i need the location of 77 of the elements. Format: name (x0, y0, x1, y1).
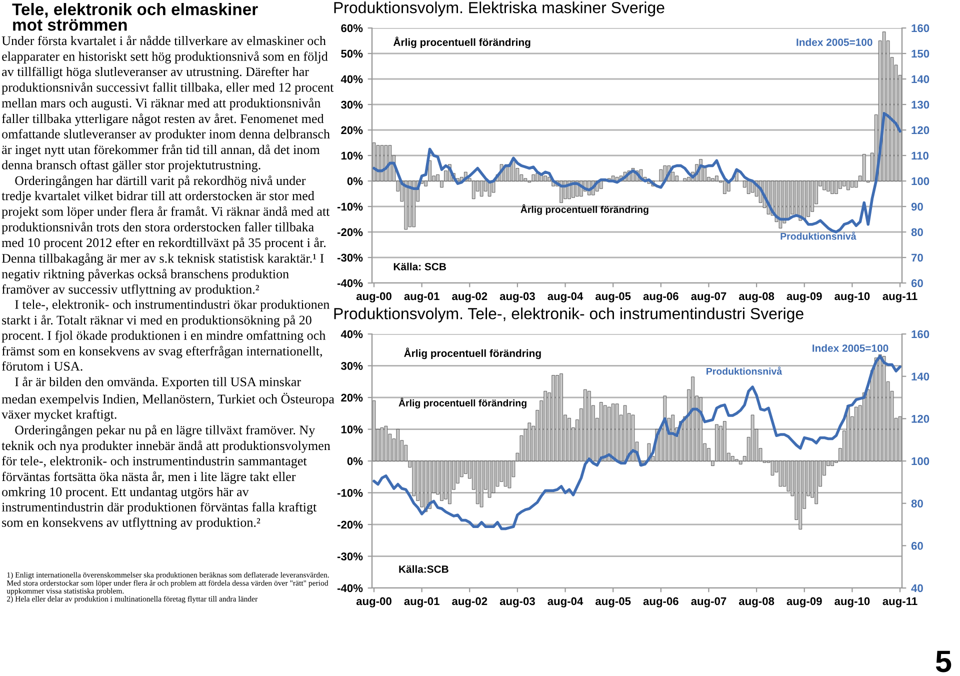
y-tick-label: 10% (341, 152, 363, 160)
y2-tick-label: 160 (912, 24, 930, 32)
x-tick-label: aug-03 (500, 597, 535, 608)
y2-tick-label: 110 (912, 152, 928, 160)
x-tick-label: aug-08 (738, 597, 774, 608)
chart-title: Produktionsvolym. Tele-, elektronik- och instrumentindustri Sverige (334, 308, 804, 322)
chart-title: Produktionsvolym. Elektriska maskiner Sverige (334, 2, 664, 16)
y-tick-label: 20% (341, 126, 363, 134)
x-tick-label: aug-00 (356, 597, 392, 608)
y-tick-label: 10% (341, 426, 363, 434)
y2-tick-label: 150 (912, 50, 930, 58)
y-tick-label: -20% (337, 520, 363, 529)
y-tick-label: -40% (337, 584, 363, 592)
y-tick-label: 40% (340, 330, 363, 338)
y2-tick-label: 40 (911, 584, 923, 592)
y-tick-label: -40% (337, 279, 363, 288)
y-tick-label: 30% (340, 100, 363, 109)
y2-tick-label: 60 (911, 279, 923, 288)
y2-tick-label: 100 (912, 457, 930, 466)
y2-tick-label: 100 (912, 177, 930, 186)
y-tick-label: 50% (341, 50, 363, 58)
y-tick-label: -30% (337, 552, 363, 560)
annotation: Index 2005=100 (812, 344, 888, 352)
y2-tick-label: 130 (912, 100, 930, 109)
y-tick-label: 40% (340, 75, 363, 84)
y2-tick-label: 160 (912, 330, 930, 338)
series-label: Produktionsnivå (780, 232, 856, 240)
x-tick-label: aug-07 (691, 292, 726, 302)
x-tick-label: aug-10 (834, 292, 870, 302)
x-tick-label: aug-05 (596, 292, 631, 302)
x-tick-label: aug-00 (356, 292, 392, 302)
y2-tick-label: 70 (912, 254, 923, 262)
x-tick-label: aug-02 (452, 292, 488, 302)
y-tick-label: -20% (337, 228, 363, 236)
annotation: Källa:SCB (399, 565, 448, 573)
x-tick-label: aug-04 (548, 292, 584, 302)
y2-tick-label: 80 (911, 228, 923, 236)
text: Under första kvartalet i år nådde tillverkare av elmaskiner och elapparater en historiskt sett hög produktionsnivå som en följd av tillfälligt höga slutleveranser av utrustning. Därefter har produktionsnivån successivt fallit tillbaka, eller med 12 procent mellan mars och augusti. Vi räknar med att produktionsnivån faller tillbaka ytterligare något resten av året. Fenomenet med omfattande slutleveranser av produkter inom denna delbransch är inget nytt utan förekommer från tid till annan, då det inom denna bransch oftast gäller stor projektutrustning. Orderingången har därtill varit på rekordhög nivå under tredje kvartalet vilket bidrar till att orderstocken är stor med projekt som löper under flera år framåt. Vi räknar ändå med att produktionsnivån trots den stora orderstocken faller tillbaka med 10 procent 2012 efter en rekordtillväxt på 35 procent i år. Denna tillbakagång är mer av s.k teknisk statistisk karaktär.¹ I negativ riktning påverkas också branschens produktion framöver av successiv utflyttning av produktion.² I tele-, elektronik- och instrumentindustri ökar produktionen starkt i år. Totalt räknar vi med en produktionsökning på 20 procent. I fjol ökade produktionen i en mindre omfattning och främst som en konsekvens av svag efterfrågan internationellt, förutom i USA. I år är bilden den omvända. Exporten till USA minskar medan exempelvis Indien, Mellanöstern, Turkiet och Östeuropa växer mycket kraftigt. Orderingången pekar nu på en lägre tillväxt framöver. Ny teknik och nya produkter innebär ändå att produktionsvolymen för tele-, elektronik- och instrumentindustrin sammantaget förväntas fortsätta öka nästa år, men i lite lägre takt eller omkring 10 procent. Ett undantag utgörs här av instrumentindustrin där produktionen förväntas falla kraftigt som en konsekvens av utflyttning av produktion.² (2, 36, 334, 530)
annotation: Index 2005=100 (796, 38, 872, 46)
y2-tick-label: 80 (911, 500, 923, 508)
y2-tick-label: 120 (912, 414, 930, 423)
x-tick-label: aug-08 (738, 292, 774, 302)
x-tick-label: aug-02 (452, 597, 488, 608)
y2-tick-label: 140 (912, 372, 930, 380)
y2-tick-label: 90 (911, 202, 923, 211)
x-tick-label: aug-11 (882, 597, 918, 608)
x-tick-label: aug-06 (643, 597, 678, 608)
x-tick-label: aug-07 (691, 597, 726, 608)
x-tick-label: aug-11 (882, 292, 918, 302)
text: Tele, elektronik och elmaskiner mot strömmen (12, 3, 258, 31)
y-tick-label: 0% (347, 177, 363, 186)
x-tick-label: aug-06 (643, 292, 678, 302)
text: 5 (936, 650, 952, 672)
y-tick-label: 0% (347, 457, 363, 466)
x-tick-label: aug-01 (404, 292, 440, 302)
series-label: Årlig procentuell förändring (520, 204, 648, 215)
annotation: Årlig procentuell förändring (393, 36, 530, 48)
x-tick-label: aug-09 (786, 597, 822, 608)
x-tick-label: aug-01 (404, 597, 440, 608)
x-tick-label: aug-04 (548, 597, 584, 608)
x-tick-label: aug-09 (786, 292, 822, 302)
x-tick-label: aug-10 (834, 597, 870, 608)
series-label: Produktionsnivå (706, 366, 782, 375)
y-tick-label: -10% (337, 489, 363, 497)
x-tick-label: aug-05 (596, 597, 631, 608)
y2-tick-label: 120 (912, 126, 930, 134)
y-tick-label: 60% (341, 24, 363, 32)
series-label: Årlig procentuell förändring (398, 398, 526, 408)
y-tick-label: 20% (341, 394, 363, 402)
x-tick-label: aug-03 (500, 292, 535, 302)
y2-tick-label: 60 (911, 542, 923, 550)
y-tick-label: -10% (337, 202, 363, 211)
y-tick-label: -30% (337, 254, 363, 262)
annotation: Årlig procentuell förändring (404, 348, 541, 360)
y-tick-label: 30% (340, 362, 363, 370)
annotation: Källa: SCB (394, 262, 446, 270)
y2-tick-label: 140 (912, 75, 930, 84)
